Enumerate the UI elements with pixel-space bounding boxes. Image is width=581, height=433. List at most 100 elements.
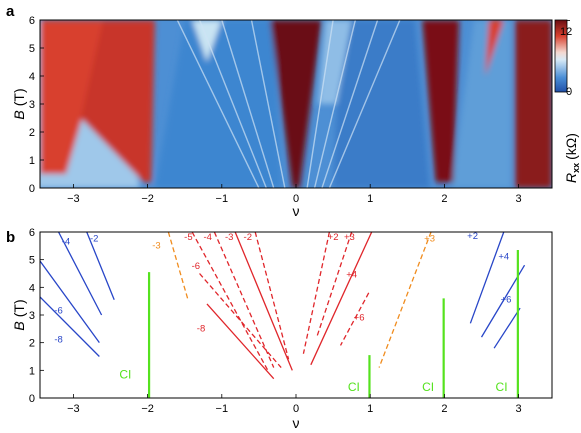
panel-a-xtick-label: 3 bbox=[516, 193, 522, 205]
panel-a-xlabel: ν bbox=[293, 203, 300, 219]
panel-b-xtick-label: −3 bbox=[67, 403, 80, 415]
panel-a-ytick-label: 5 bbox=[29, 43, 35, 55]
panel-b-line-labels: -2 -4 -6 -8 -3 -5 -4 -3 -2 -6 -8 +2 +3 +4 +6 +3 +2 +4 +6 CI… bbox=[54, 231, 511, 394]
fan-label-6: -4 bbox=[203, 232, 211, 243]
panel-b-ytick-label: 0 bbox=[29, 393, 35, 405]
panel-a-ytick-label: 4 bbox=[29, 71, 35, 83]
panel-b-xtick-label: 2 bbox=[441, 403, 447, 415]
fan-label-14: +6 bbox=[354, 312, 365, 323]
panel-b-axes: −3 −2 −1 0 1 2 3 0 1 2 3 4 5 6 bbox=[29, 227, 522, 415]
heatmap-region bbox=[40, 20, 111, 174]
fan-line-orange-15 bbox=[378, 232, 432, 368]
colorbar-gradient bbox=[554, 19, 568, 93]
colorbar-min-tick: 0 bbox=[566, 86, 572, 98]
panel-a-ylabel-unit: (T) bbox=[11, 88, 27, 106]
heatmap-region bbox=[80, 20, 156, 183]
heatmap-streak bbox=[328, 20, 401, 188]
panel-a-xtick-label: −3 bbox=[67, 193, 80, 205]
fan-line-blue-0 bbox=[86, 232, 115, 301]
colorbar-label: Rxx (kΩ) bbox=[563, 133, 581, 183]
panel-a-xlabel-text: ν bbox=[293, 203, 300, 219]
panel-b-ylabel-var: B bbox=[11, 321, 27, 330]
fan-line-red-10 bbox=[206, 303, 275, 380]
heatmap-region bbox=[333, 20, 430, 188]
svg-text:B(T): B (T) bbox=[11, 88, 27, 119]
panel-a-xtick-label: −2 bbox=[141, 193, 154, 205]
panel-b-xlabel-text: ν bbox=[293, 415, 300, 431]
panel-a-ylabel: B (T) bbox=[11, 88, 27, 119]
heatmap-streak bbox=[321, 20, 379, 188]
panel-b-xtick-label: −1 bbox=[216, 403, 229, 415]
fan-label-7: -3 bbox=[225, 232, 233, 243]
panel-b-ylabel-unit: (T) bbox=[11, 299, 27, 317]
fan-line-red-9 bbox=[199, 273, 282, 368]
fan-label-4: -3 bbox=[152, 240, 160, 251]
heatmap-streak bbox=[221, 20, 275, 188]
panel-a-ytick-label: 3 bbox=[29, 99, 35, 111]
colorbar-label-var: R bbox=[563, 173, 579, 183]
panel-b-ytick-label: 3 bbox=[29, 310, 35, 322]
heatmap-region bbox=[270, 20, 322, 188]
heatmap-streak bbox=[306, 20, 334, 188]
panel-a-ytick-label: 2 bbox=[29, 127, 35, 139]
svg-text:B(T): B (T) bbox=[11, 299, 27, 330]
heatmap-region bbox=[485, 20, 504, 76]
fan-line-orange-4 bbox=[167, 232, 190, 302]
panel-a-xtick-label: 1 bbox=[367, 193, 373, 205]
panel-a-label: a bbox=[6, 3, 15, 20]
panel-b-ytick-label: 5 bbox=[29, 255, 35, 267]
panel-b-ytick-label: 2 bbox=[29, 338, 35, 350]
fan-line-blue-18 bbox=[493, 307, 521, 349]
heatmap-field bbox=[40, 20, 552, 188]
fan-line-blue-2 bbox=[40, 260, 100, 344]
fan-label-16: +2 bbox=[467, 231, 478, 242]
ci-label-19: CI bbox=[119, 367, 131, 381]
panel-a-ytick-label: 0 bbox=[29, 183, 35, 195]
heatmap-streak bbox=[250, 20, 286, 188]
panel-b-ylabel: B (T) bbox=[11, 299, 27, 330]
ci-label-21: CI bbox=[422, 380, 434, 394]
panel-b-ytick-label: 4 bbox=[29, 282, 35, 294]
fan-line-red-14 bbox=[339, 292, 370, 346]
fan-label-9: -6 bbox=[192, 261, 200, 272]
panel-b-lines bbox=[40, 232, 526, 398]
colorbar-label-sub: xx bbox=[571, 163, 581, 173]
fan-label-5: -5 bbox=[184, 232, 192, 243]
fan-label-18: +6 bbox=[501, 294, 512, 305]
heatmap-region bbox=[192, 20, 222, 62]
panel-b-background bbox=[40, 232, 552, 398]
fan-line-red-6 bbox=[213, 232, 275, 368]
heatmap-region bbox=[318, 20, 352, 104]
fan-label-3: -8 bbox=[54, 335, 62, 346]
svg-text:Rxx(kΩ): Rxx (kΩ) bbox=[563, 133, 581, 183]
heatmap bbox=[40, 20, 552, 188]
panel-b-ytick-label: 6 bbox=[29, 227, 35, 239]
ci-label-22: CI bbox=[496, 380, 508, 394]
panel-a-xtick-label: −1 bbox=[216, 193, 229, 205]
panel-b-xtick-label: 0 bbox=[293, 403, 299, 415]
panel-a-xtick-label: 2 bbox=[441, 193, 447, 205]
panel-b-label: b bbox=[6, 229, 15, 246]
fan-label-17: +4 bbox=[498, 252, 509, 263]
fan-label-1: -4 bbox=[62, 236, 70, 247]
heatmap-streak bbox=[198, 20, 267, 188]
heatmap-streak bbox=[176, 20, 260, 188]
panel-b-ytick-label: 1 bbox=[29, 365, 35, 377]
fan-line-red-13 bbox=[310, 232, 373, 366]
fan-label-11: +2 bbox=[328, 232, 339, 243]
fan-line-blue-16 bbox=[469, 232, 505, 324]
fan-label-12: +3 bbox=[344, 232, 355, 243]
panel-a-axes: −3 −2 −1 0 1 2 3 0 1 2 3 4 5 6 bbox=[29, 15, 522, 205]
fan-line-red-5 bbox=[191, 232, 269, 371]
panel-a-ylabel-var: B bbox=[11, 110, 27, 119]
fan-line-blue-3 bbox=[40, 296, 100, 357]
fan-line-red-8 bbox=[254, 232, 290, 360]
panel-b-xtick-label: −2 bbox=[141, 403, 154, 415]
heatmap-region bbox=[422, 20, 460, 183]
fan-line-blue-1 bbox=[57, 232, 103, 316]
panel-a-xtick-label: 0 bbox=[293, 193, 299, 205]
fan-line-red-11 bbox=[302, 232, 331, 354]
colorbar: 12 0 Rxx (kΩ) bbox=[554, 19, 581, 183]
